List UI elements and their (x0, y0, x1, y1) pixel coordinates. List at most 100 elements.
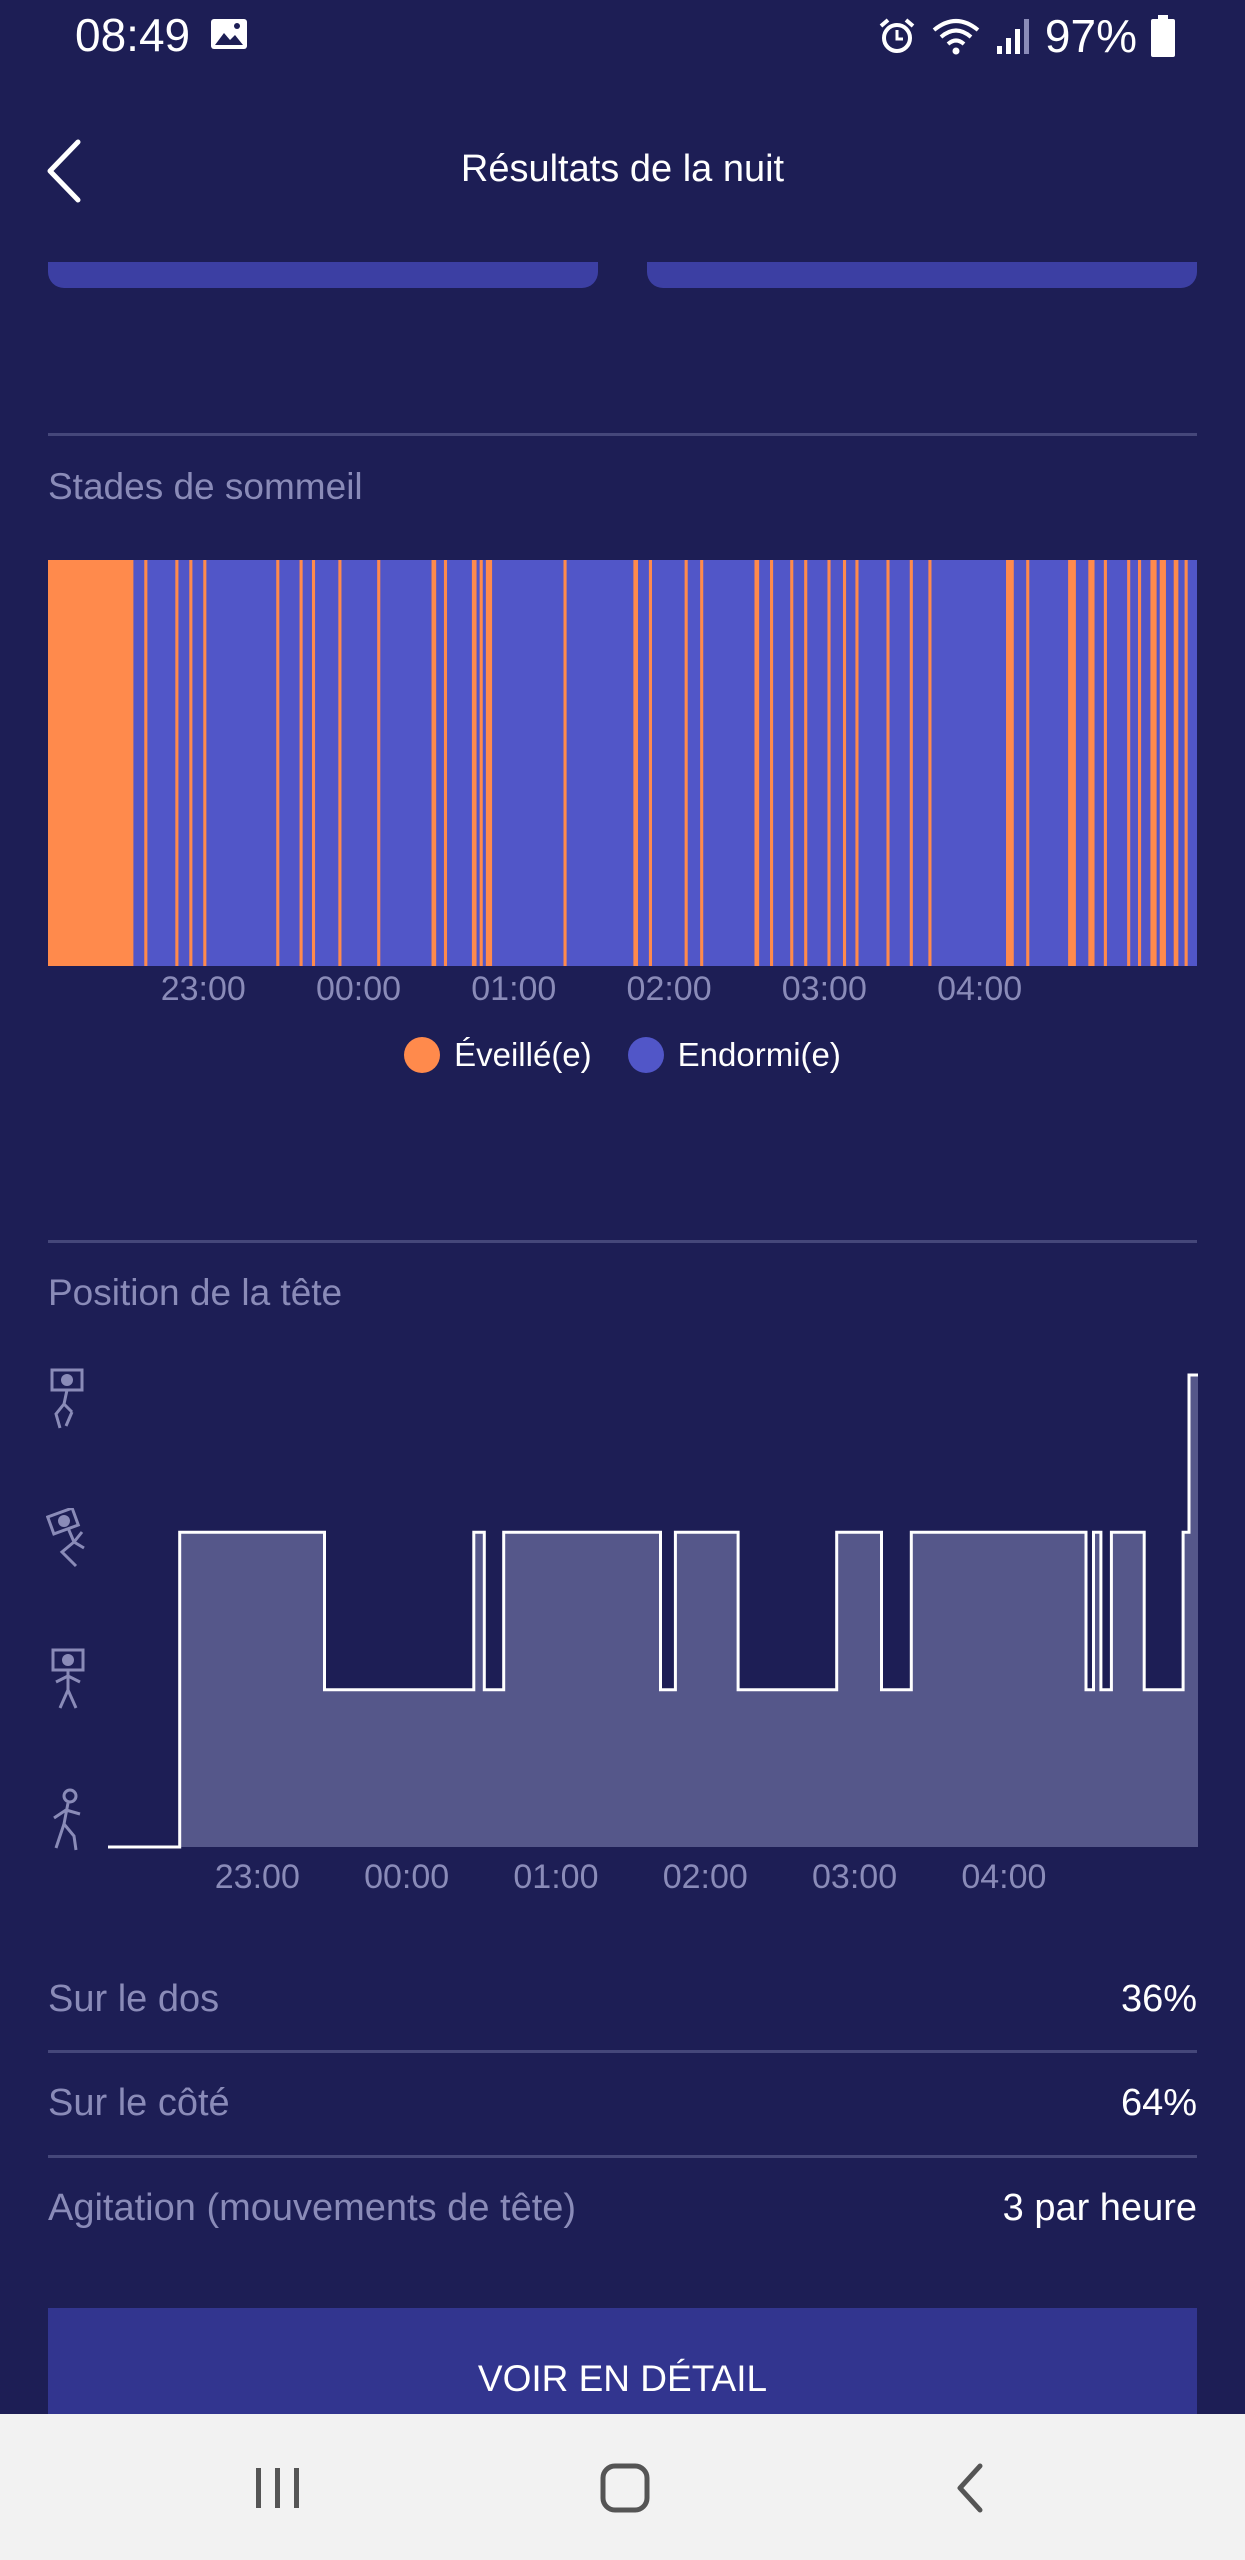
awake-segment (311, 560, 316, 966)
back-nav-icon[interactable] (932, 2458, 1012, 2518)
image-icon (211, 19, 247, 49)
head-position-x-axis: 23:00 00:00 01:00 02:00 03:00 04:00 (108, 1858, 1198, 1908)
x-tick-label: 02:00 (626, 970, 712, 1008)
awake-segment (48, 560, 134, 966)
awake-segment (1127, 560, 1131, 966)
x-tick-label: 23:00 (214, 1858, 300, 1896)
x-tick-label: 04:00 (961, 1858, 1047, 1896)
back-button[interactable] (38, 136, 108, 206)
awake-segment (855, 560, 859, 966)
alarm-icon (879, 18, 915, 53)
awake-segment (886, 560, 890, 966)
awake-segment (909, 560, 913, 966)
summary-card-left[interactable] (48, 262, 598, 288)
awake-segment (479, 560, 483, 966)
awake-segment (1026, 560, 1030, 966)
stat-row-back: Sur le dos 36% (48, 1960, 1197, 2040)
person-back-icon (51, 1648, 85, 1709)
sleep-stages-chart (48, 560, 1197, 966)
awake-segment (443, 560, 448, 966)
awake-segment (485, 560, 493, 966)
x-tick-label: 00:00 (315, 970, 402, 1008)
awake-segment (827, 560, 831, 966)
legend-awake-dot (404, 1037, 441, 1073)
legend-awake: Éveillé(e) (404, 1036, 592, 1074)
position-area (108, 1375, 1198, 1847)
awake-segment (1173, 560, 1179, 966)
awake-segment (299, 560, 303, 966)
asleep-background (48, 560, 1197, 966)
awake-segment (175, 560, 179, 966)
divider (48, 2050, 1197, 2053)
person-upright-icon (53, 1788, 81, 1851)
battery-icon (1151, 15, 1175, 57)
signal-icon (996, 19, 1029, 54)
awake-segment (471, 560, 477, 966)
awake-segment (648, 560, 653, 966)
legend-asleep: Endormi(e) (627, 1036, 841, 1074)
stat-value: 36% (1120, 1978, 1197, 2020)
awake-segment (790, 560, 794, 966)
awake-segment (1103, 560, 1107, 966)
awake-segment (804, 560, 808, 966)
stat-row-side: Sur le côté 64% (48, 2064, 1197, 2144)
x-tick-label: 04:00 (937, 970, 1023, 1008)
battery-percent: 97% (1044, 10, 1137, 62)
awake-segment (1184, 560, 1188, 966)
head-position-chart (108, 1373, 1198, 1849)
x-tick-label: 23:00 (160, 970, 246, 1008)
stat-label: Agitation (mouvements de tête) (48, 2187, 577, 2229)
system-nav-bar (0, 2414, 1245, 2560)
recent-apps-icon[interactable] (238, 2458, 318, 2518)
awake-segment (1137, 560, 1142, 966)
x-tick-label: 01:00 (513, 1858, 599, 1896)
sleep-stages-x-axis: 23:00 00:00 01:00 02:00 03:00 04:00 (48, 970, 1197, 1020)
page-title: Résultats de la nuit (460, 148, 785, 190)
awake-segment (377, 560, 381, 966)
divider (48, 2155, 1197, 2158)
stat-value: 3 par heure (1002, 2187, 1197, 2229)
legend-asleep-dot (627, 1037, 664, 1073)
legend-awake-label: Éveillé(e) (454, 1036, 592, 1073)
app-header: Résultats de la nuit (0, 100, 1245, 240)
divider (48, 433, 1197, 436)
chevron-left-icon (47, 139, 81, 203)
awake-segment (700, 560, 704, 966)
wifi-icon (932, 19, 980, 55)
position-line (108, 1373, 1198, 1849)
stat-label: Sur le dos (48, 1978, 220, 2020)
view-detail-label: VOIR EN DÉTAIL (477, 2358, 768, 2399)
sleep-stages-title: Stades de sommeil (48, 466, 363, 507)
stat-label: Sur le côté (48, 2082, 230, 2124)
home-icon[interactable] (585, 2458, 665, 2518)
awake-segment (754, 560, 760, 966)
awake-segment (144, 560, 148, 966)
awake-segment (431, 560, 437, 966)
awake-segment (1150, 560, 1157, 966)
person-side-icon (46, 1508, 85, 1568)
summary-card-right[interactable] (647, 262, 1197, 288)
x-tick-label: 01:00 (471, 970, 557, 1008)
awake-segment (189, 560, 193, 966)
awake-segment (1068, 560, 1076, 966)
x-tick-label: 00:00 (364, 1858, 450, 1896)
awake-segment (203, 560, 207, 966)
awake-segment (563, 560, 567, 966)
person-lying-icon (50, 1368, 84, 1429)
status-icons: 97% (877, 8, 1175, 64)
awake-segment (1006, 560, 1014, 966)
awake-segment (770, 560, 774, 966)
awake-segment (633, 560, 639, 966)
awake-segment (842, 560, 847, 966)
awake-segment (684, 560, 688, 966)
divider (48, 1240, 1197, 1243)
legend-asleep-label: Endormi(e) (677, 1036, 841, 1073)
status-time: 08:49 (75, 9, 191, 61)
head-position-title: Position de la tête (48, 1272, 343, 1313)
stat-row-agitation: Agitation (mouvements de tête) 3 par heu… (48, 2169, 1197, 2249)
x-tick-label: 02:00 (662, 1858, 748, 1896)
awake-segment (338, 560, 342, 966)
status-bar: 08:49 97% (0, 0, 1245, 72)
awake-segment (276, 560, 280, 966)
awake-segment (1088, 560, 1095, 966)
